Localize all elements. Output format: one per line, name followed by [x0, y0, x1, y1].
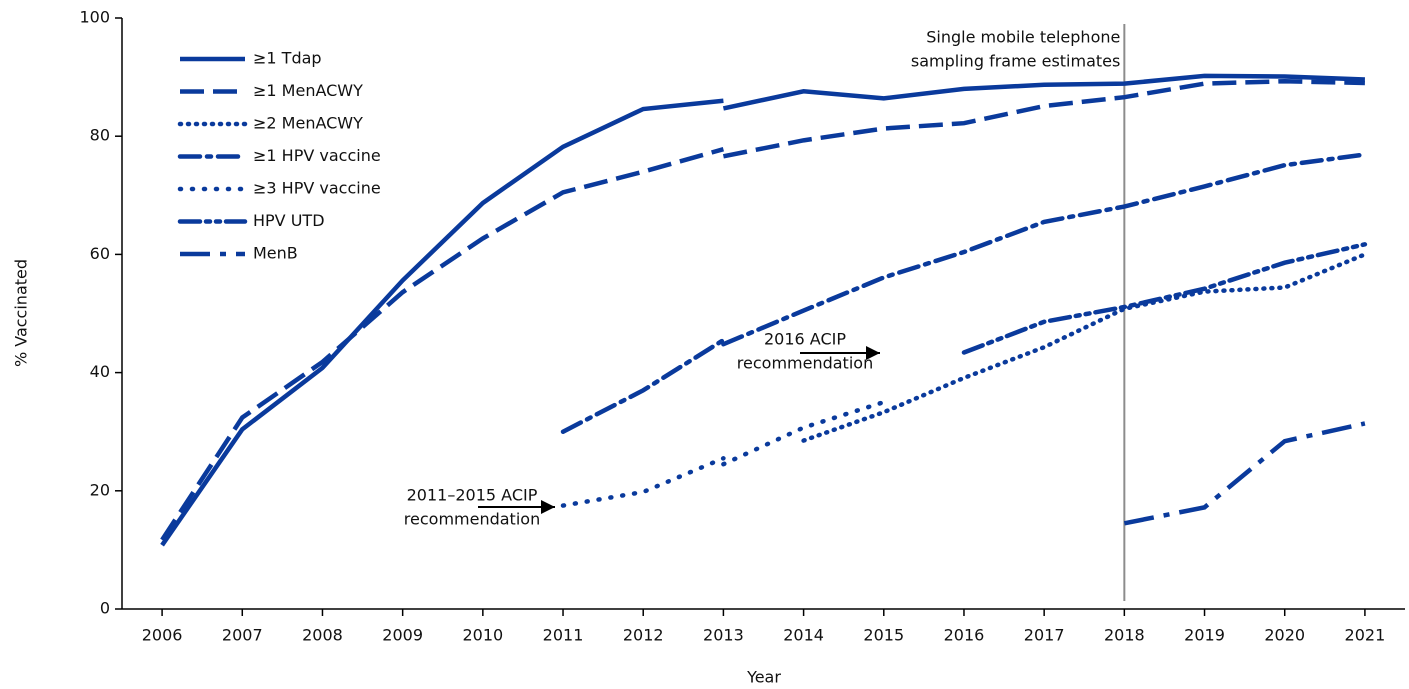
- data-line: [1123, 421, 1366, 526]
- x-tick-label: 2020: [1264, 626, 1305, 645]
- legend-label: HPV UTD: [253, 211, 325, 230]
- x-tick-label: 2007: [222, 626, 263, 645]
- x-tick-label: 2011: [543, 626, 584, 645]
- x-tick-label: 2019: [1184, 626, 1225, 645]
- annotation: recommendation: [737, 354, 873, 373]
- data-line: [722, 78, 1365, 159]
- data-line: [721, 152, 1368, 347]
- data-line: [160, 98, 724, 547]
- x-tick-label: 2021: [1345, 626, 1386, 645]
- annotation: sampling frame estimates: [911, 52, 1120, 71]
- data-line: [722, 73, 1365, 111]
- legend-label: ≥1 MenACWY: [253, 81, 363, 100]
- y-tick-label: 0: [100, 599, 110, 618]
- legend-label: ≥2 MenACWY: [253, 114, 363, 133]
- x-tick-label: 2015: [863, 626, 904, 645]
- annotation: Single mobile telephone: [926, 28, 1120, 47]
- x-tick-label: 2006: [142, 626, 183, 645]
- data-line: [560, 456, 726, 508]
- x-tick-label: 2013: [703, 626, 744, 645]
- x-axis-label: Year: [746, 668, 781, 687]
- y-tick-label: 100: [79, 8, 110, 27]
- y-tick-label: 20: [90, 480, 110, 499]
- legend-label: ≥1 Tdap: [253, 49, 322, 68]
- x-tick-label: 2016: [944, 626, 985, 645]
- y-axis-label: % Vaccinated: [12, 259, 31, 367]
- annotation: recommendation: [404, 510, 540, 529]
- data-line: [160, 147, 725, 542]
- legend-label: MenB: [253, 244, 298, 263]
- y-tick-label: 40: [90, 362, 110, 381]
- x-tick-label: 2009: [382, 626, 423, 645]
- x-tick-label: 2010: [462, 626, 503, 645]
- y-tick-label: 80: [90, 126, 110, 145]
- y-tick-label: 60: [90, 244, 110, 263]
- x-tick-label: 2012: [623, 626, 664, 645]
- x-tick-label: 2008: [302, 626, 343, 645]
- data-line: [560, 337, 726, 434]
- annotation: 2016 ACIP: [764, 330, 846, 349]
- data-line: [721, 399, 887, 467]
- data-line: [961, 242, 1368, 355]
- legend-label: ≥3 HPV vaccine: [253, 179, 381, 198]
- x-tick-label: 2018: [1104, 626, 1145, 645]
- x-tick-label: 2017: [1024, 626, 1065, 645]
- x-tick-label: 2014: [783, 626, 824, 645]
- annotation: 2011–2015 ACIP: [407, 486, 538, 505]
- data-line: [801, 252, 1368, 443]
- legend-label: ≥1 HPV vaccine: [253, 146, 381, 165]
